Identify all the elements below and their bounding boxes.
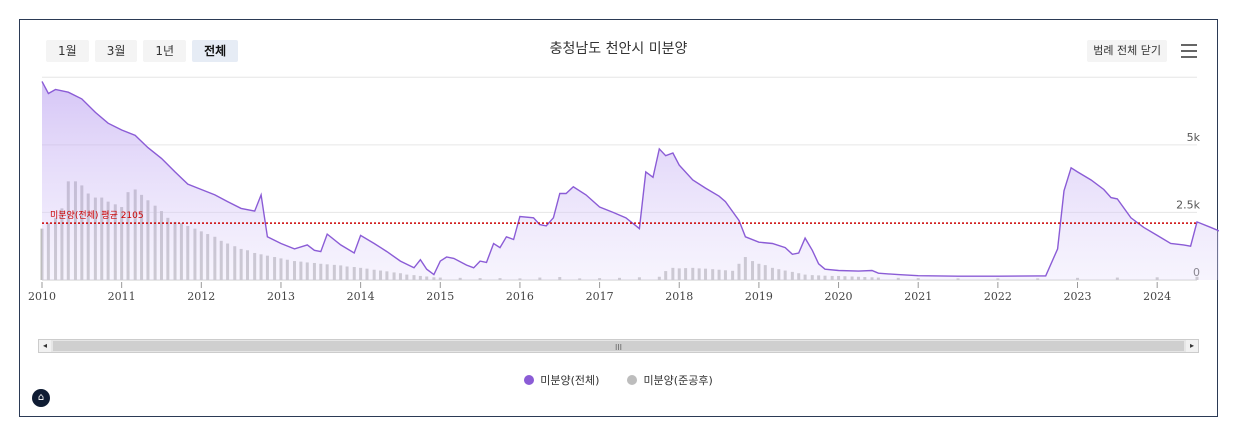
x-tick-label: 2016 — [506, 290, 534, 303]
x-tick-label: 2018 — [665, 290, 693, 303]
hamburger-menu-icon[interactable] — [1181, 44, 1197, 58]
x-tick-label: 2020 — [825, 290, 853, 303]
x-tick-label: 2012 — [187, 290, 215, 303]
legend-item-completed[interactable]: 미분양(준공후) — [627, 372, 713, 388]
x-tick-label: 2014 — [347, 290, 375, 303]
range-1m-button[interactable]: 1월 — [46, 40, 89, 62]
scroll-grip: III — [614, 343, 623, 352]
scroll-thumb[interactable]: III — [53, 341, 1184, 352]
legend-label-total: 미분양(전체) — [540, 374, 600, 387]
legend-dot-completed — [627, 375, 638, 385]
x-tick-label: 2015 — [426, 290, 454, 303]
x-tick-label: 2013 — [267, 290, 295, 303]
horizontal-scrollbar[interactable]: ◂ III ▸ — [38, 339, 1199, 353]
legend: 미분양(전체) 미분양(준공후) — [20, 372, 1217, 388]
legend-label-completed: 미분양(준공후) — [643, 374, 713, 387]
x-tick-label: 2011 — [108, 290, 136, 303]
total-area — [42, 81, 1219, 280]
legend-item-total[interactable]: 미분양(전체) — [524, 372, 599, 388]
legend-dot-total — [524, 375, 535, 385]
brand-logo-icon[interactable]: ⌂ — [32, 389, 50, 407]
x-tick-label: 2017 — [586, 290, 614, 303]
x-tick-label: 2024 — [1143, 290, 1171, 303]
scroll-right-arrow-icon[interactable]: ▸ — [1186, 340, 1198, 352]
x-tick-label: 2010 — [28, 290, 56, 303]
x-tick-label: 2019 — [745, 290, 773, 303]
total-line — [41, 81, 1219, 277]
y-tick-label: 5k — [1187, 131, 1201, 144]
x-tick-label: 2021 — [904, 290, 932, 303]
y-tick-label: 2.5k — [1176, 198, 1200, 211]
scroll-left-arrow-icon[interactable]: ◂ — [39, 340, 51, 352]
chart-title: 충청남도 천안시 미분양 — [549, 41, 688, 57]
range-all-button[interactable]: 전체 — [192, 40, 239, 62]
x-tick-label: 2023 — [1064, 290, 1092, 303]
range-1y-button[interactable]: 1년 — [143, 40, 187, 62]
legend-close-button[interactable]: 범례 전체 닫기 — [1087, 40, 1167, 62]
range-buttons: 1월 3월 1년 전체 — [46, 40, 239, 62]
average-label: 미분양(전체) 평균 2105 — [50, 210, 144, 221]
range-3m-button[interactable]: 3월 — [94, 40, 138, 62]
chart-frame: 1월 3월 1년 전체 충청남도 천안시 미분양 범례 전체 닫기 02.5k5… — [19, 19, 1219, 417]
x-tick-label: 2022 — [984, 290, 1012, 303]
